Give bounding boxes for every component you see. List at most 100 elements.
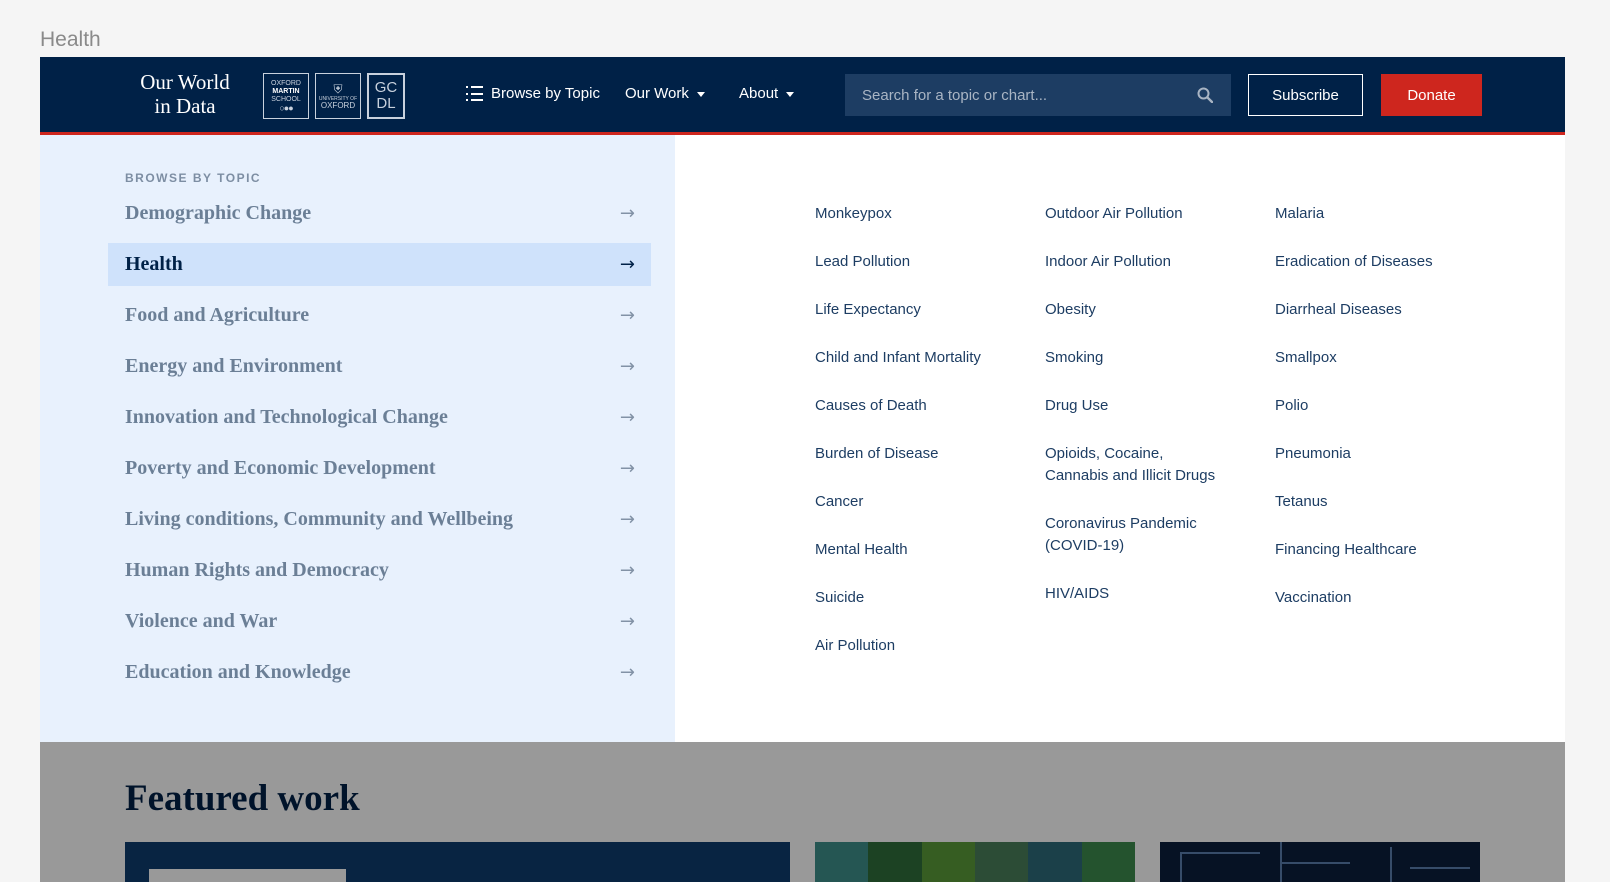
university-of-oxford-logo[interactable]: ⛨ UNIVERSITY OF OXFORD: [315, 73, 361, 119]
topics-heading: BROWSE BY TOPIC: [125, 171, 262, 185]
oxford-martin-school-logo[interactable]: OXFORD MARTIN SCHOOL ○●●: [263, 73, 309, 119]
page-dim-overlay[interactable]: [40, 742, 1565, 882]
subtopic-column-3: Malaria Eradication of Diseases Diarrhea…: [1275, 203, 1475, 635]
site-header: Our World in Data OXFORD MARTIN SCHOOL ○…: [40, 57, 1565, 135]
subtopic-link[interactable]: Cancer: [815, 493, 864, 510]
arrow-right-icon: →: [619, 458, 635, 479]
uo-text-2: OXFORD: [320, 101, 356, 110]
subtopic-link[interactable]: Burden of Disease: [815, 445, 939, 462]
subtopic-link[interactable]: Air Pollution: [815, 637, 896, 654]
nav-browse-label: Browse by Topic: [491, 85, 600, 102]
topic-label: Innovation and Technological Change: [125, 406, 448, 428]
logo-line-2: in Data: [154, 94, 216, 118]
uo-text-1: UNIVERSITY OF: [318, 96, 358, 102]
featured-card-2[interactable]: [815, 842, 1135, 882]
subtopic-link[interactable]: Child and Infant Mortality: [815, 349, 981, 366]
topic-label: Energy and Environment: [125, 355, 343, 377]
topic-item-poverty[interactable]: Poverty and Economic Development →: [108, 447, 651, 490]
oms-text-1: OXFORD: [271, 80, 301, 87]
subtopic-link[interactable]: Drug Use: [1045, 397, 1109, 414]
subtopic-column-2: Outdoor Air Pollution Indoor Air Polluti…: [1045, 203, 1245, 631]
subtopic-link[interactable]: Opioids, Cocaine, Cannabis and Illicit D…: [1045, 445, 1216, 484]
subtopic-link[interactable]: HIV/AIDS: [1045, 585, 1110, 602]
subtopic-link[interactable]: Malaria: [1275, 205, 1325, 222]
arrow-right-icon: →: [619, 509, 635, 530]
nav-our-work[interactable]: Our Work: [625, 85, 705, 102]
frame-label: Health: [40, 28, 101, 51]
arrow-right-icon: →: [619, 203, 635, 224]
subtopic-link[interactable]: Diarrheal Diseases: [1275, 301, 1402, 318]
subtopic-link[interactable]: Monkeypox: [815, 205, 892, 222]
arrow-right-icon: →: [619, 611, 635, 632]
caret-down-icon: [696, 92, 705, 97]
oms-text-3: SCHOOL: [271, 96, 301, 103]
search-bar: [845, 74, 1231, 116]
featured-card-1[interactable]: [125, 842, 790, 882]
subtopic-link[interactable]: Obesity: [1045, 301, 1096, 318]
topics-panel: BROWSE BY TOPIC Demographic Change → Heal…: [40, 135, 675, 742]
topic-item-food-and-agriculture[interactable]: Food and Agriculture →: [108, 294, 651, 337]
browser-frame: Our World in Data OXFORD MARTIN SCHOOL ○…: [40, 57, 1565, 882]
crest-icon: ⛨: [333, 82, 343, 96]
topics-menu: BROWSE BY TOPIC Demographic Change → Heal…: [40, 135, 1565, 742]
topic-item-energy-and-environment[interactable]: Energy and Environment →: [108, 345, 651, 388]
subtopic-link[interactable]: Life Expectancy: [815, 301, 921, 318]
topic-item-violence-and-war[interactable]: Violence and War →: [108, 600, 651, 643]
subtopic-link[interactable]: Causes of Death: [815, 397, 927, 414]
subtopic-link[interactable]: Vaccination: [1275, 589, 1352, 606]
subtopic-link[interactable]: Pneumonia: [1275, 445, 1351, 462]
search-icon[interactable]: [1197, 87, 1213, 103]
subtopic-link[interactable]: Financing Healthcare: [1275, 541, 1417, 558]
arrow-right-icon: →: [619, 305, 635, 326]
list-icon: [466, 86, 483, 101]
topic-list: Demographic Change → Health → Food and Agr…: [108, 192, 651, 702]
featured-card-3[interactable]: [1160, 842, 1480, 882]
topic-item-human-rights[interactable]: Human Rights and Democracy →: [108, 549, 651, 592]
logo-line-1: Our World: [140, 70, 230, 94]
subtopic-link[interactable]: Suicide: [815, 589, 865, 606]
nav-our-work-label: Our Work: [625, 85, 689, 102]
topic-item-demographic-change[interactable]: Demographic Change →: [108, 192, 651, 235]
topic-item-health[interactable]: Health →: [108, 243, 651, 286]
topic-label: Education and Knowledge: [125, 661, 351, 683]
topic-label: Violence and War: [125, 610, 278, 632]
gcdl-text-1: GC: [374, 79, 398, 96]
gcdl-text-2: DL: [376, 95, 396, 112]
subtopic-link[interactable]: Indoor Air Pollution: [1045, 253, 1171, 270]
subtopic-link[interactable]: Eradication of Diseases: [1275, 253, 1433, 270]
nav-browse-by-topic[interactable]: Browse by Topic: [466, 85, 600, 102]
topic-item-innovation[interactable]: Innovation and Technological Change →: [108, 396, 651, 439]
subtopic-link[interactable]: Smoking: [1045, 349, 1104, 366]
oms-dots-icon: ○●●: [279, 103, 293, 113]
topic-label: Food and Agriculture: [125, 304, 310, 326]
arrow-right-icon: →: [619, 254, 635, 275]
topic-label: Health: [125, 253, 183, 275]
owid-logo[interactable]: Our World in Data: [130, 70, 240, 118]
featured-title: Featured work: [125, 778, 360, 819]
featured-section: Featured work: [40, 742, 1565, 882]
arrow-right-icon: →: [619, 356, 635, 377]
subtopic-link[interactable]: Smallpox: [1275, 349, 1337, 366]
subtopic-column-1: Monkeypox Lead Pollution Life Expectancy…: [815, 203, 1015, 683]
subtopic-link[interactable]: Lead Pollution: [815, 253, 911, 270]
topic-item-living-conditions[interactable]: Living conditions, Community and Wellbei…: [108, 498, 651, 541]
subtopic-link[interactable]: Polio: [1275, 397, 1309, 414]
subscribe-button[interactable]: Subscribe: [1248, 74, 1363, 116]
gcdl-logo[interactable]: GC DL: [367, 73, 405, 119]
topic-label: Living conditions, Community and Wellbei…: [125, 508, 514, 530]
subtopic-link[interactable]: Tetanus: [1275, 493, 1328, 510]
arrow-right-icon: →: [619, 560, 635, 581]
subtopic-link[interactable]: Coronavirus Pandemic (COVID-19): [1045, 515, 1197, 554]
card-label-strip: [149, 869, 346, 882]
search-input[interactable]: [845, 86, 1175, 104]
oms-text-2: MARTIN: [272, 88, 300, 95]
donate-button[interactable]: Donate: [1381, 74, 1482, 116]
caret-down-icon: [786, 92, 795, 97]
nav-about-label: About: [739, 85, 779, 102]
subtopic-link[interactable]: Mental Health: [815, 541, 908, 558]
subtopic-link[interactable]: Outdoor Air Pollution: [1045, 205, 1183, 222]
topic-label: Human Rights and Democracy: [125, 559, 389, 581]
topic-item-education[interactable]: Education and Knowledge →: [108, 651, 651, 694]
arrow-right-icon: →: [619, 407, 635, 428]
nav-about[interactable]: About: [739, 85, 795, 102]
